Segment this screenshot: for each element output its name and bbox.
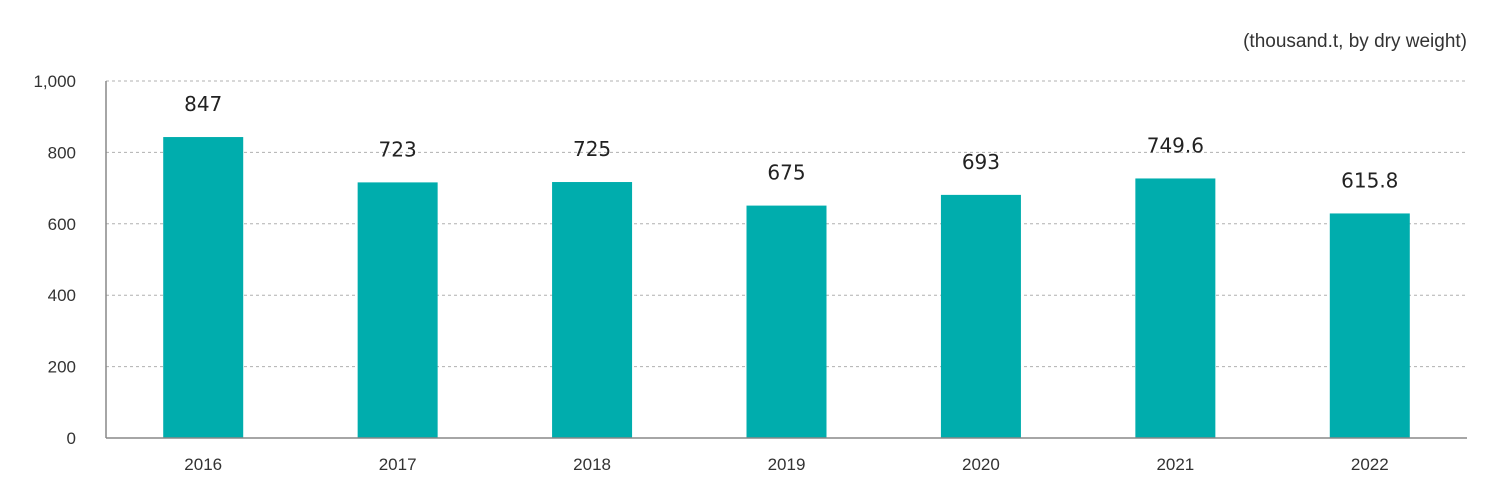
data-label: 675 [767,161,805,185]
y-tick-label: 400 [48,286,76,305]
bar-2018 [552,182,633,438]
data-label: 693 [962,150,1000,174]
y-tick-label: 0 [67,429,76,448]
y-axis-ticks: 0 200 400 600 800 1,000 [33,72,76,448]
data-label: 749.6 [1147,133,1204,157]
x-tick-label: 2021 [1156,455,1194,474]
x-tick-label: 2020 [962,455,1000,474]
data-label: 723 [379,137,417,161]
bar-2021 [1135,178,1216,438]
bars [163,137,1410,438]
x-axis-ticks: 2016 2017 2018 2019 2020 2021 2022 [184,455,1388,474]
data-label: 615.8 [1341,168,1398,192]
bar-2020 [940,194,1021,438]
data-label: 847 [184,92,222,116]
data-labels: 847 723 725 675 693 749.6 615.8 [184,92,1398,192]
x-tick-label: 2016 [184,455,222,474]
bar-2022 [1329,213,1410,438]
unit-label: (thousand.t, by dry weight) [1243,31,1467,52]
x-tick-label: 2019 [768,455,806,474]
y-tick-label: 1,000 [33,72,76,91]
x-tick-label: 2017 [379,455,417,474]
y-tick-label: 600 [48,215,76,234]
bar-2019 [746,205,827,438]
x-tick-label: 2018 [573,455,611,474]
data-label: 725 [573,137,611,161]
y-tick-label: 200 [48,358,76,377]
bar-2017 [357,182,438,438]
x-tick-label: 2022 [1351,455,1389,474]
bar-2016 [163,137,244,438]
y-tick-label: 800 [48,143,76,162]
